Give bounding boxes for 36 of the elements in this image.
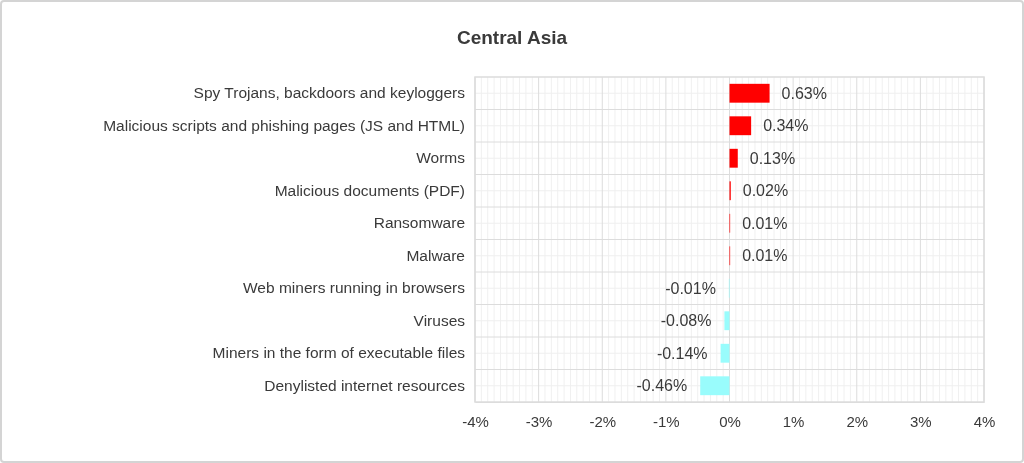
x-tick-label: 0% [719,412,741,430]
y-tick-label: Malicious documents (PDF) [274,181,465,199]
x-tick-label: 2% [846,412,869,430]
x-tick-label: 1% [782,412,805,430]
bar [729,116,752,136]
bar [729,83,770,103]
data-label: -0.01% [665,279,716,297]
chart-title: Central Asia [456,27,568,48]
bar [724,311,730,331]
data-label: -0.14% [656,344,708,362]
y-tick-label: Miners in the form of executable files [212,344,466,362]
data-label: 0.01% [742,247,788,265]
x-tick-label: -2% [589,412,617,430]
x-tick-label: -3% [525,412,553,430]
y-tick-label: Web miners running in browsers [243,279,466,297]
y-tick-label: Ransomware [373,214,465,232]
bar [700,376,730,396]
data-label: 0.02% [742,182,789,200]
x-tick-label: -1% [653,412,680,430]
y-tick-label: Viruses [413,311,466,329]
y-tick-label: Worms [416,149,466,167]
data-label: 0.63% [781,84,827,102]
y-tick-label: Denylisted internet resources [264,376,466,394]
x-tick-label: 4% [973,412,996,430]
data-label: 0.13% [749,149,796,167]
x-tick-label: -4% [462,412,489,430]
y-tick-label: Malicious scripts and phishing pages (JS and HTML) [103,116,465,134]
data-label: 0.34% [763,117,809,135]
data-label: -0.46% [636,377,688,395]
y-tick-label: Malware [406,246,465,264]
x-tick-label: 3% [910,412,932,430]
data-label: -0.08% [660,312,712,330]
bar [720,343,730,363]
data-label: 0.01% [742,214,788,232]
y-tick-label: Spy Trojans, backdoors and keyloggers [193,84,466,102]
bar [729,148,738,168]
